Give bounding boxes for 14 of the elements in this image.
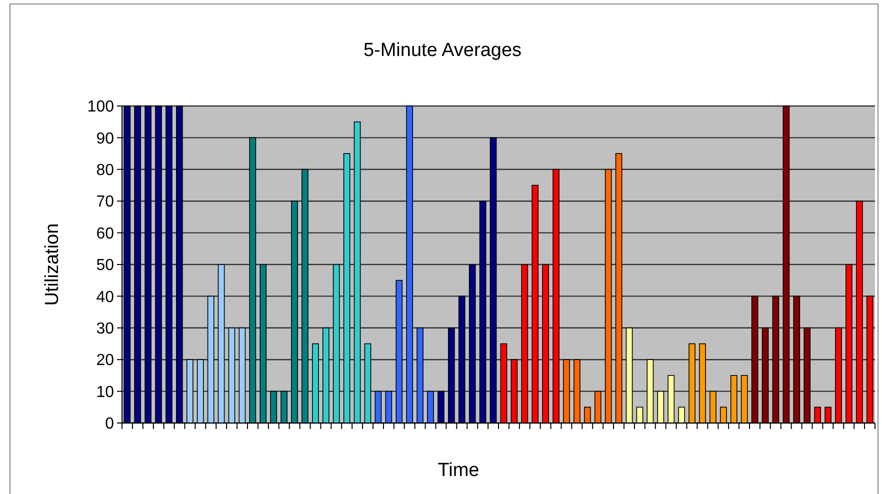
y-tick-label: 0 — [105, 416, 114, 433]
y-tick-label: 100 — [87, 98, 114, 116]
y-tick-label: 80 — [96, 162, 114, 179]
y-tick-label: 40 — [96, 288, 114, 306]
y-tick-label: 10 — [96, 384, 114, 401]
y-tick-label: 90 — [96, 130, 114, 148]
y-tick-label: 30 — [96, 320, 114, 338]
y-tick-label: 50 — [96, 257, 114, 274]
y-tick-label: 20 — [96, 352, 114, 370]
y-tick-label: 70 — [96, 194, 114, 211]
x-axis-title: Time — [438, 460, 480, 481]
y-axis-title: Utilization — [42, 223, 63, 306]
chart-title: 5-Minute Averages — [363, 40, 522, 61]
y-tick-label: 60 — [96, 225, 114, 242]
